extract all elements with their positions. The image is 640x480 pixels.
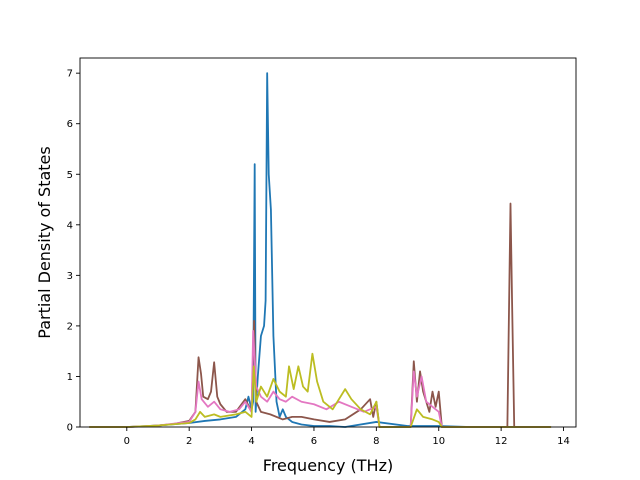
x-tick-label: 2 xyxy=(186,436,192,447)
y-tick-label: 3 xyxy=(67,271,73,282)
pdos-series-line-3 xyxy=(89,330,552,428)
x-tick-label: 6 xyxy=(311,436,317,447)
y-tick-label: 6 xyxy=(67,119,73,130)
x-tick-label: 10 xyxy=(432,436,445,447)
x-tick-label: 14 xyxy=(557,436,570,447)
y-tick-label: 1 xyxy=(67,372,73,383)
x-tick-label: 4 xyxy=(248,436,254,447)
pdos-series-line-2 xyxy=(89,202,552,428)
y-tick-label: 5 xyxy=(67,170,73,181)
x-tick-label: 0 xyxy=(124,436,130,447)
y-tick-label: 2 xyxy=(67,321,73,332)
x-axis-ticks: 0 2 4 6 8 10 12 14 xyxy=(124,427,570,447)
y-tick-label: 0 xyxy=(67,423,73,434)
pdos-series-line-1 xyxy=(89,72,552,428)
plot-frame xyxy=(79,57,577,428)
y-axis-ticks: 0 1 2 3 4 5 6 7 xyxy=(67,69,80,434)
y-axis-label: Partial Density of States xyxy=(35,146,54,338)
y-tick-label: 4 xyxy=(67,220,73,231)
x-axis-label: Frequency (THz) xyxy=(263,456,393,475)
x-tick-label: 12 xyxy=(495,436,508,447)
x-tick-label: 8 xyxy=(373,436,379,447)
y-tick-label: 7 xyxy=(67,69,73,80)
